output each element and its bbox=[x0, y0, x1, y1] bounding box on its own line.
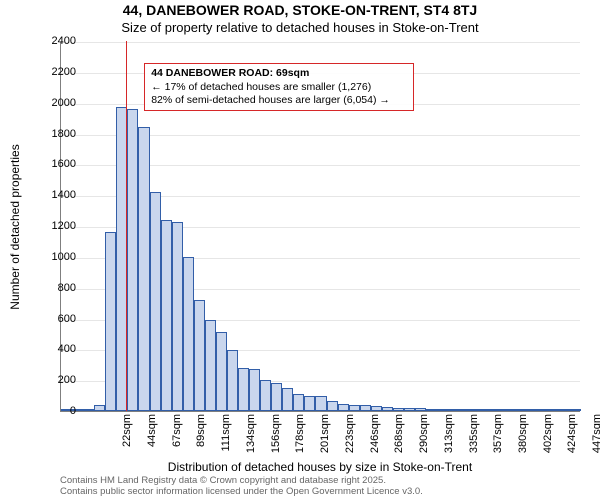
x-tick-label: 380sqm bbox=[517, 414, 529, 458]
x-tick-label: 44sqm bbox=[146, 414, 158, 458]
histogram-bar bbox=[393, 408, 404, 411]
x-tick-container: 22sqm 44sqm 67sqm 89sqm 111sqm 134sqm 156sqm 17… bbox=[60, 414, 580, 460]
y-tick-label: 200 bbox=[40, 374, 76, 386]
x-tick-label: 268sqm bbox=[393, 414, 405, 458]
histogram-bar bbox=[293, 394, 304, 411]
gridline-h bbox=[61, 42, 580, 43]
histogram-bar bbox=[282, 388, 293, 411]
y-axis-label: Number of detached properties bbox=[8, 42, 22, 412]
histogram-bar bbox=[227, 350, 238, 411]
y-tick-label: 400 bbox=[40, 343, 76, 355]
histogram-bar bbox=[260, 380, 271, 411]
x-tick-label: 156sqm bbox=[270, 414, 282, 458]
x-tick-label: 178sqm bbox=[294, 414, 306, 458]
y-tick-label: 2200 bbox=[40, 66, 76, 78]
credit-line-1: Contains HM Land Registry data © Crown c… bbox=[60, 475, 386, 486]
y-tick-label: 2000 bbox=[40, 97, 76, 109]
histogram-bar bbox=[537, 409, 548, 411]
histogram-bar bbox=[470, 409, 481, 411]
y-tick-label: 0 bbox=[40, 405, 76, 417]
histogram-bar bbox=[105, 232, 116, 411]
x-tick-label: 357sqm bbox=[492, 414, 504, 458]
annotation-line1: ← 17% of detached houses are smaller (1,… bbox=[151, 81, 407, 94]
histogram-bar bbox=[426, 409, 437, 411]
annotation-head: 44 DANEBOWER ROAD: 69sqm bbox=[151, 67, 407, 80]
histogram-bar bbox=[349, 405, 360, 411]
histogram-bar bbox=[338, 404, 349, 411]
histogram-bar bbox=[504, 409, 515, 411]
x-tick-label: 22sqm bbox=[121, 414, 133, 458]
y-tick-label: 1200 bbox=[40, 220, 76, 232]
plot-area: 44 DANEBOWER ROAD: 69sqm← 17% of detache… bbox=[60, 42, 580, 412]
x-tick-label: 447sqm bbox=[591, 414, 600, 458]
histogram-bar bbox=[448, 409, 459, 411]
y-tick-label: 1800 bbox=[40, 128, 76, 140]
chart-title-sub: Size of property relative to detached ho… bbox=[0, 20, 600, 35]
x-tick-label: 313sqm bbox=[443, 414, 455, 458]
x-tick-label: 335sqm bbox=[468, 414, 480, 458]
histogram-bar bbox=[83, 409, 94, 411]
y-tick-label: 1600 bbox=[40, 158, 76, 170]
x-tick-label: 223sqm bbox=[344, 414, 356, 458]
histogram-bar bbox=[161, 220, 172, 411]
figure-container: { "chart": { "type": "histogram", "title… bbox=[0, 0, 600, 500]
histogram-bar bbox=[382, 407, 393, 411]
histogram-bar bbox=[548, 409, 559, 411]
y-tick-label: 1400 bbox=[40, 189, 76, 201]
histogram-bar bbox=[127, 109, 138, 411]
x-tick-label: 246sqm bbox=[369, 414, 381, 458]
histogram-bar bbox=[327, 401, 338, 411]
x-tick-label: 67sqm bbox=[171, 414, 183, 458]
histogram-bar bbox=[216, 332, 227, 411]
histogram-bar bbox=[371, 406, 382, 411]
histogram-bar bbox=[526, 409, 537, 411]
x-tick-label: 424sqm bbox=[566, 414, 578, 458]
x-tick-label: 290sqm bbox=[418, 414, 430, 458]
x-tick-label: 201sqm bbox=[319, 414, 331, 458]
y-tick-label: 600 bbox=[40, 313, 76, 325]
histogram-bar bbox=[360, 405, 371, 411]
marker-vline bbox=[126, 41, 127, 411]
histogram-bar bbox=[481, 409, 492, 411]
histogram-bar bbox=[194, 300, 205, 411]
histogram-bar bbox=[515, 409, 526, 411]
histogram-bar bbox=[138, 127, 149, 411]
annotation-line2: 82% of semi-detached houses are larger (… bbox=[151, 94, 407, 107]
x-tick-label: 111sqm bbox=[220, 414, 232, 458]
histogram-bar bbox=[205, 320, 216, 411]
histogram-bar bbox=[570, 409, 581, 411]
histogram-bar bbox=[271, 383, 282, 411]
histogram-bar bbox=[404, 408, 415, 411]
histogram-bar bbox=[94, 405, 105, 411]
histogram-bar bbox=[492, 409, 503, 411]
y-tick-label: 800 bbox=[40, 282, 76, 294]
x-tick-label: 134sqm bbox=[245, 414, 257, 458]
credit-line-2: Contains public sector information licen… bbox=[60, 486, 423, 497]
histogram-bar bbox=[315, 396, 326, 411]
histogram-bar bbox=[249, 369, 260, 411]
histogram-bar bbox=[304, 396, 315, 411]
histogram-bar bbox=[437, 409, 448, 411]
y-tick-label: 2400 bbox=[40, 35, 76, 47]
histogram-bar bbox=[183, 257, 194, 411]
histogram-bar bbox=[459, 409, 470, 411]
histogram-bar bbox=[172, 222, 183, 411]
annotation-box: 44 DANEBOWER ROAD: 69sqm← 17% of detache… bbox=[144, 63, 414, 110]
histogram-bar bbox=[559, 409, 570, 411]
x-axis-label: Distribution of detached houses by size … bbox=[60, 460, 580, 474]
x-tick-label: 89sqm bbox=[195, 414, 207, 458]
credit-text: Contains HM Land Registry data © Crown c… bbox=[60, 476, 580, 498]
histogram-bar bbox=[415, 408, 426, 411]
histogram-bar bbox=[150, 192, 161, 411]
y-tick-label: 1000 bbox=[40, 251, 76, 263]
histogram-bar bbox=[238, 368, 249, 411]
chart-title-main: 44, DANEBOWER ROAD, STOKE-ON-TRENT, ST4 … bbox=[0, 2, 600, 18]
x-tick-label: 402sqm bbox=[542, 414, 554, 458]
